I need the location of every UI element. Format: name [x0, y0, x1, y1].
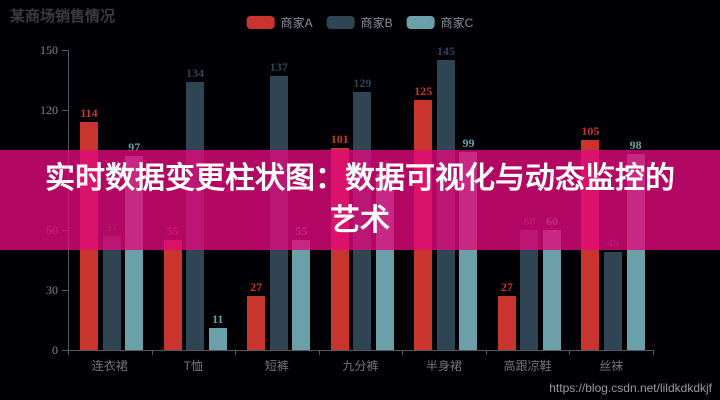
x-axis-category-label: 九分裤 [342, 359, 379, 373]
bar-value-label: 99 [462, 136, 475, 150]
y-axis-tick [62, 350, 68, 351]
banner-title-line1: 实时数据变更柱状图：数据可视化与动态监控的 [45, 162, 675, 195]
bar-value-label: 101 [330, 132, 349, 146]
bar-value-label: 11 [212, 312, 224, 326]
x-axis-category-label: 高跟凉鞋 [503, 359, 552, 373]
legend-swatch-icon [406, 16, 435, 29]
legend-swatch-icon [246, 16, 275, 29]
bar-value-label: 114 [80, 106, 98, 120]
bar-商家C-高跟凉鞋 [543, 230, 562, 350]
x-axis-line [68, 350, 653, 351]
y-axis-tick [62, 50, 68, 51]
x-axis-category-label: 丝袜 [599, 359, 624, 373]
x-axis-category-label: 连衣裙 [91, 359, 128, 373]
legend-item-label: 商家A [280, 16, 313, 30]
bar-商家A-T恤 [163, 240, 182, 350]
legend-item-label: 商家C [440, 16, 474, 30]
x-axis-tick [151, 350, 153, 355]
legend-item-2[interactable]: 商家B [326, 14, 393, 31]
bar-value-label: 137 [269, 60, 288, 74]
bar-value-label: 27 [250, 280, 263, 294]
chart-title: 某商场销售情况 [10, 8, 116, 25]
watermark-url: https://blog.csdn.net/lildkdkdkjf [549, 381, 712, 395]
x-axis-tick [318, 350, 320, 355]
bar-value-label: 134 [186, 66, 205, 80]
bar-商家B-高跟凉鞋 [520, 230, 539, 350]
y-axis-tick [62, 110, 68, 111]
x-axis-tick [68, 350, 69, 355]
legend-swatch-icon [326, 16, 355, 29]
y-axis-tick-label: 0 [52, 343, 58, 357]
bar-value-label: 125 [414, 84, 433, 98]
banner-overlay: 实时数据变更柱状图：数据可视化与动态监控的 艺术 [0, 150, 720, 250]
bar-商家B-连衣裙 [102, 236, 121, 350]
y-axis-tick-label: 30 [46, 283, 58, 297]
bar-value-label: 145 [436, 44, 455, 58]
bar-value-label: 27 [500, 280, 513, 294]
x-axis-category-label: T恤 [183, 359, 204, 373]
legend-item-label: 商家B [360, 16, 393, 30]
x-axis-tick [402, 350, 404, 355]
legend-item-3[interactable]: 商家C [406, 14, 474, 31]
x-axis-tick [485, 350, 487, 355]
x-axis-tick [569, 350, 571, 355]
bar-value-label: 105 [581, 124, 600, 138]
y-axis-tick-label: 150 [40, 43, 58, 57]
bar-商家A-短裤 [247, 296, 266, 350]
bar-商家C-短裤 [292, 240, 311, 350]
x-axis-category-label: 短裤 [264, 359, 289, 373]
bar-商家C-T恤 [208, 328, 227, 350]
legend: 商家A 商家B 商家C [246, 14, 474, 31]
bar-value-label: 98 [629, 138, 642, 152]
x-axis-tick [653, 350, 654, 355]
x-axis-category-label: 半身裙 [426, 359, 463, 373]
legend-item-1[interactable]: 商家A [246, 14, 313, 31]
bar-value-label: 129 [353, 76, 372, 90]
x-axis-tick [235, 350, 237, 355]
banner-title-line2: 艺术 [330, 204, 390, 237]
bar-商家B-丝袜 [604, 252, 623, 350]
bar-商家A-高跟凉鞋 [497, 296, 516, 350]
y-axis-tick [62, 290, 68, 291]
y-axis-tick-label: 120 [40, 103, 58, 117]
